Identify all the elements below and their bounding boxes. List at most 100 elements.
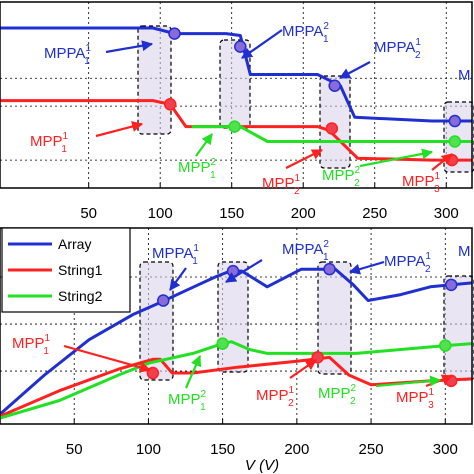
- annotation-label: MPP2 1: [168, 389, 207, 413]
- annotation-text: M: [458, 67, 471, 84]
- annotation-sub: 1: [210, 170, 216, 181]
- series-line-1: [0, 99, 472, 162]
- annotation-label: M: [458, 67, 471, 84]
- annotation-text: MPP: [262, 175, 295, 192]
- annotation-text: MPP: [322, 167, 355, 184]
- mpp-region-box: [137, 25, 172, 135]
- mpp-marker: [157, 294, 170, 307]
- mpp-region-box: [443, 275, 474, 381]
- annotation-sup: 1: [435, 171, 441, 182]
- series-line-string1: [0, 355, 473, 418]
- annotation-label: MPPA2 1: [282, 239, 329, 263]
- annotation-label: MPPA2 1: [282, 21, 329, 45]
- annotation-sub: 1: [61, 144, 67, 155]
- annotation-arrow: [225, 259, 263, 283]
- annotation-label: MPP2 2: [318, 383, 357, 407]
- series-line-array: [0, 267, 473, 416]
- annotation-text: M: [458, 243, 471, 260]
- annotation-sup: 1: [295, 173, 301, 184]
- annotation-label: MPPA1 1: [152, 243, 199, 267]
- annotation-sub: 1: [43, 346, 49, 357]
- annotation-sub: 2: [294, 186, 300, 197]
- x-tick-label: 50: [80, 205, 97, 222]
- x-tick-label: 150: [210, 441, 235, 458]
- annotation-text: MPPA: [152, 245, 193, 262]
- annotation-sup: 2: [211, 157, 217, 168]
- legend: Array String1 String2: [1, 227, 131, 313]
- annotation-sub: 1: [323, 252, 329, 263]
- x-tick-label: 300: [434, 205, 459, 222]
- annotation-arrow: [348, 260, 385, 275]
- mpp-marker: [448, 114, 462, 128]
- axes-frame: [0, 227, 473, 425]
- annotation-label: MPPA1 2: [374, 37, 421, 61]
- legend-label: String2: [58, 288, 103, 304]
- annotation-sub: 3: [434, 184, 440, 195]
- annotation-label: MPPA1 1: [44, 43, 91, 67]
- mpp-marker: [323, 262, 336, 276]
- annotation-arrow: [184, 354, 202, 389]
- annotation-text: MPPA: [282, 241, 323, 258]
- annotation-label: MPP1 2: [256, 385, 295, 409]
- mpp-marker: [234, 40, 247, 53]
- annotation-sup: 2: [355, 165, 361, 176]
- annotation-sub: 1: [323, 34, 329, 45]
- annotation-sup: 1: [45, 333, 51, 344]
- series-line-0: [0, 26, 472, 123]
- annotation-arrow: [431, 153, 453, 171]
- x-tick-label: 200: [284, 441, 309, 458]
- mpp-marker: [439, 339, 452, 352]
- annotation-sub: 2: [288, 398, 294, 409]
- annotation-text: MPP: [168, 391, 201, 408]
- legend-label: String1: [58, 262, 103, 278]
- annotation-arrow: [285, 149, 323, 169]
- x-tick-label: 250: [359, 441, 384, 458]
- annotation-text: MPP: [318, 385, 351, 402]
- annotation-label: MPP1 1: [12, 333, 51, 357]
- annotation-sup: 2: [323, 239, 329, 250]
- annotation-label: MPP2 1: [178, 157, 217, 181]
- annotation-sub: 2: [415, 50, 421, 61]
- annotation-sup: 1: [429, 387, 435, 398]
- annotation-arrow: [289, 359, 317, 379]
- annotation-sub: 1: [200, 402, 206, 413]
- series-line-string2: [0, 340, 473, 420]
- annotation-sub: 2: [350, 396, 356, 407]
- mpp-region-box: [139, 261, 174, 381]
- annotation-label: M: [458, 243, 471, 260]
- x-tick-label: 100: [136, 441, 161, 458]
- annotation-text: MPPA: [44, 45, 85, 62]
- annotation-sup: 2: [351, 383, 357, 394]
- annotation-sup: 1: [63, 131, 69, 142]
- annotation-label: MPP1 3: [396, 387, 435, 411]
- annotation-sup: 1: [289, 385, 295, 396]
- annotation-arrow: [169, 267, 187, 291]
- annotation-text: MPP: [12, 335, 45, 352]
- mpp-marker: [444, 278, 458, 292]
- annotation-sup: 1: [415, 37, 421, 48]
- annotation-sub: 2: [425, 264, 431, 275]
- x-tick-label: 200: [291, 205, 316, 222]
- annotation-arrow: [195, 133, 213, 157]
- annotation-text: MPPA: [282, 23, 323, 40]
- x-tick-label: 50: [66, 441, 83, 458]
- annotation-text: MPP: [30, 133, 63, 150]
- series-line-2: [191, 125, 472, 143]
- annotation-sup: 1: [425, 251, 431, 262]
- annotation-sup: 1: [193, 243, 199, 254]
- annotation-text: MPPA: [374, 39, 415, 56]
- legend-box: [1, 227, 131, 313]
- x-axis-label: V (V): [245, 457, 279, 474]
- annotation-text: MPP: [256, 387, 289, 404]
- x-tick-label: 300: [433, 441, 458, 458]
- annotation-text: MPP: [402, 173, 435, 190]
- annotation-arrow: [359, 148, 434, 168]
- annotation-arrow: [63, 344, 152, 373]
- annotation-text: MPP: [178, 159, 211, 176]
- annotation-arrow: [241, 29, 283, 59]
- mpp-marker: [328, 79, 341, 92]
- annotation-sub: 1: [192, 256, 198, 267]
- mpp-marker: [325, 122, 339, 135]
